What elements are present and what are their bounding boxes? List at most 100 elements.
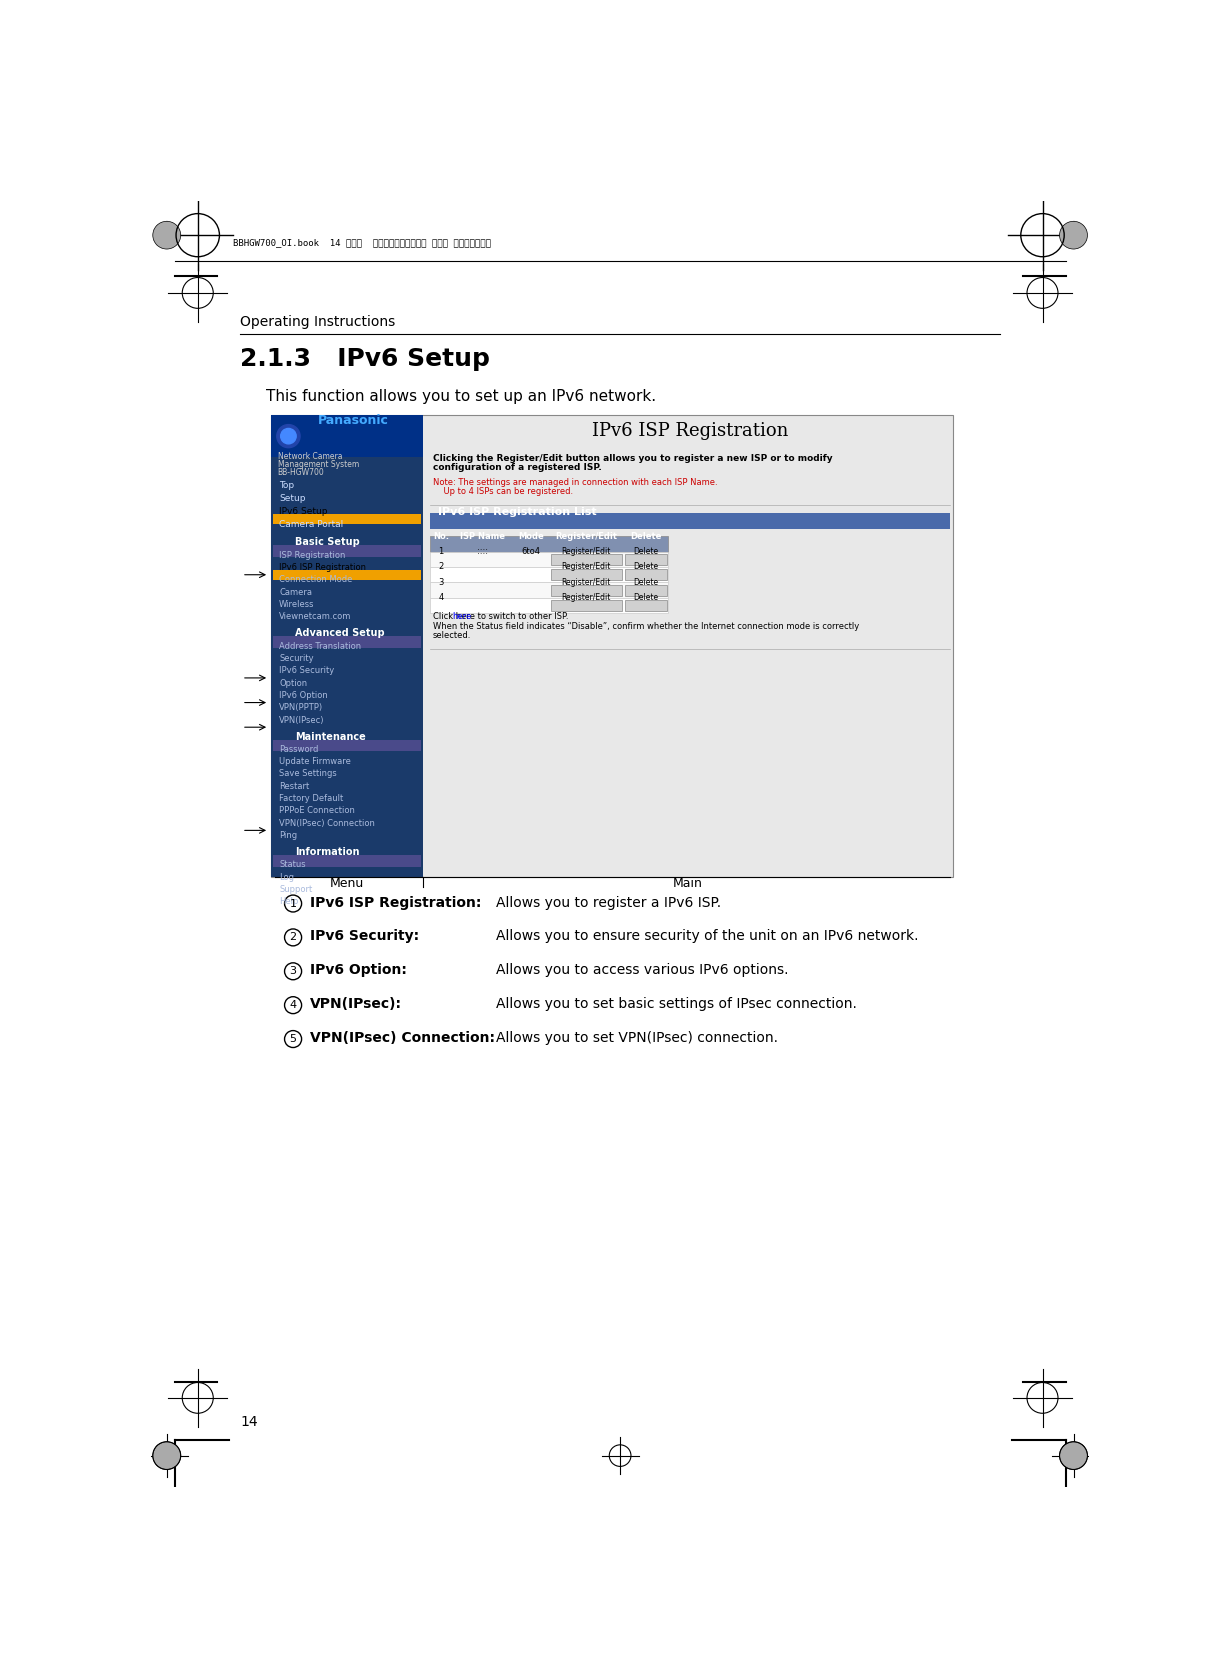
Text: Management System: Management System <box>277 460 359 470</box>
Text: Operating Instructions: Operating Instructions <box>241 316 396 329</box>
Text: BBHGW700_OI.book  14 ページ  ２００４年９月２７日 月曜日 午後６時５８分: BBHGW700_OI.book 14 ページ ２００４年９月２７日 月曜日 午… <box>232 239 490 247</box>
Text: 3: 3 <box>289 966 296 976</box>
Text: Allows you to register a IPv6 ISP.: Allows you to register a IPv6 ISP. <box>496 896 721 909</box>
Text: 3: 3 <box>438 578 444 587</box>
Text: 5: 5 <box>289 1034 296 1044</box>
Text: ::::: :::: <box>477 546 488 556</box>
Text: Network Camera: Network Camera <box>277 453 342 461</box>
Text: Log: Log <box>280 872 294 882</box>
Bar <box>551 600 622 612</box>
Text: Register/Edit: Register/Edit <box>561 546 611 556</box>
Text: Restart: Restart <box>280 782 310 790</box>
Text: PPPoE Connection: PPPoE Connection <box>280 807 355 815</box>
Bar <box>271 414 422 877</box>
Text: Advanced Setup: Advanced Setup <box>294 628 385 638</box>
Text: Register/Edit: Register/Edit <box>561 578 611 587</box>
Text: 1: 1 <box>289 899 296 909</box>
Text: Information: Information <box>294 847 359 857</box>
Text: Setup: Setup <box>280 495 306 503</box>
Bar <box>551 570 622 580</box>
Bar <box>551 555 622 565</box>
Text: Allows you to ensure security of the unit on an IPv6 network.: Allows you to ensure security of the uni… <box>496 929 918 944</box>
Bar <box>624 555 667 565</box>
Text: Help: Help <box>280 897 299 906</box>
Bar <box>551 585 622 595</box>
Text: VPN(IPsec) Connection:: VPN(IPsec) Connection: <box>310 1031 495 1044</box>
Text: VPN(IPsec) Connection: VPN(IPsec) Connection <box>280 819 375 827</box>
Text: ISP Registration: ISP Registration <box>280 551 346 560</box>
Bar <box>431 583 668 598</box>
Text: Allows you to set basic settings of IPsec connection.: Allows you to set basic settings of IPse… <box>496 998 857 1011</box>
Text: Maintenance: Maintenance <box>294 732 365 742</box>
Bar <box>271 414 953 877</box>
Bar <box>624 585 667 595</box>
Circle shape <box>152 1442 180 1469</box>
Text: IPv6 Setup: IPv6 Setup <box>280 506 328 516</box>
Text: Allows you to set VPN(IPsec) connection.: Allows you to set VPN(IPsec) connection. <box>496 1031 778 1044</box>
Text: Click here to switch to other ISP.: Click here to switch to other ISP. <box>433 612 567 622</box>
Bar <box>431 513 950 528</box>
Text: Save Settings: Save Settings <box>280 769 336 779</box>
Text: VPN(IPsec):: VPN(IPsec): <box>310 998 402 1011</box>
Text: selected.: selected. <box>433 632 471 640</box>
Text: IPv6 ISP Registration: IPv6 ISP Registration <box>280 563 367 571</box>
Bar <box>273 740 421 750</box>
Text: Menu: Menu <box>329 877 364 891</box>
Text: Up to 4 ISPs can be registered.: Up to 4 ISPs can be registered. <box>433 486 572 496</box>
Bar <box>431 536 668 551</box>
Text: ISP Name: ISP Name <box>460 533 505 541</box>
Text: IPv6 ISP Registration List: IPv6 ISP Registration List <box>438 506 597 516</box>
Text: Main: Main <box>673 877 703 891</box>
Text: Mode: Mode <box>518 533 543 541</box>
Text: Delete: Delete <box>633 578 658 587</box>
Bar <box>273 545 421 556</box>
Text: here: here <box>453 612 472 622</box>
Text: 4: 4 <box>438 593 444 602</box>
Text: 2: 2 <box>289 932 296 942</box>
Text: IPv6 Security: IPv6 Security <box>280 667 334 675</box>
Text: Top: Top <box>280 481 294 490</box>
Text: Status: Status <box>280 861 306 869</box>
Text: No.: No. <box>433 533 449 541</box>
Text: Address Translation: Address Translation <box>280 642 362 650</box>
Text: Delete: Delete <box>633 563 658 571</box>
Text: Register/Edit: Register/Edit <box>561 593 611 602</box>
Bar <box>431 598 668 613</box>
Bar <box>431 566 668 583</box>
Text: Security: Security <box>280 653 313 663</box>
Text: 6to4: 6to4 <box>522 546 541 556</box>
Text: Connection Mode: Connection Mode <box>280 575 352 585</box>
Text: IPv6 ISP Registration: IPv6 ISP Registration <box>592 423 788 439</box>
Text: Support: Support <box>280 886 312 894</box>
Text: Register/Edit: Register/Edit <box>555 533 617 541</box>
Text: 14: 14 <box>241 1415 258 1429</box>
Text: BB-HGW700: BB-HGW700 <box>277 468 324 476</box>
Circle shape <box>152 221 180 249</box>
Text: Delete: Delete <box>630 533 662 541</box>
Text: This function allows you to set up an IPv6 network.: This function allows you to set up an IP… <box>266 389 656 404</box>
Text: configuration of a registered ISP.: configuration of a registered ISP. <box>433 463 601 471</box>
Text: Basic Setup: Basic Setup <box>294 538 359 548</box>
Text: Register/Edit: Register/Edit <box>561 563 611 571</box>
Bar <box>273 856 421 867</box>
Text: Camera: Camera <box>280 588 312 597</box>
Text: Viewnetcam.com: Viewnetcam.com <box>280 612 351 622</box>
Text: IPv6 Option:: IPv6 Option: <box>310 964 407 978</box>
Text: 4: 4 <box>289 1001 296 1011</box>
Text: VPN(PPTP): VPN(PPTP) <box>280 703 323 712</box>
Text: 2: 2 <box>438 563 444 571</box>
Text: VPN(IPsec): VPN(IPsec) <box>280 715 324 725</box>
Text: IPv6 ISP Registration:: IPv6 ISP Registration: <box>310 896 482 909</box>
Text: Wireless: Wireless <box>280 600 315 610</box>
Text: IPv6 Security:: IPv6 Security: <box>310 929 419 944</box>
Text: Clicking the Register/Edit button allows you to register a new ISP or to modify: Clicking the Register/Edit button allows… <box>433 455 832 463</box>
Bar <box>273 515 421 525</box>
Text: When the Status field indicates “Disable”, confirm whether the Internet connecti: When the Status field indicates “Disable… <box>433 622 859 630</box>
Text: Delete: Delete <box>633 546 658 556</box>
Bar <box>273 637 421 648</box>
Text: Panasonic: Panasonic <box>318 414 388 426</box>
Text: Option: Option <box>280 678 307 688</box>
Text: IPv6 Option: IPv6 Option <box>280 690 328 700</box>
Text: Note: The settings are managed in connection with each ISP Name.: Note: The settings are managed in connec… <box>433 478 718 488</box>
Circle shape <box>1060 221 1088 249</box>
